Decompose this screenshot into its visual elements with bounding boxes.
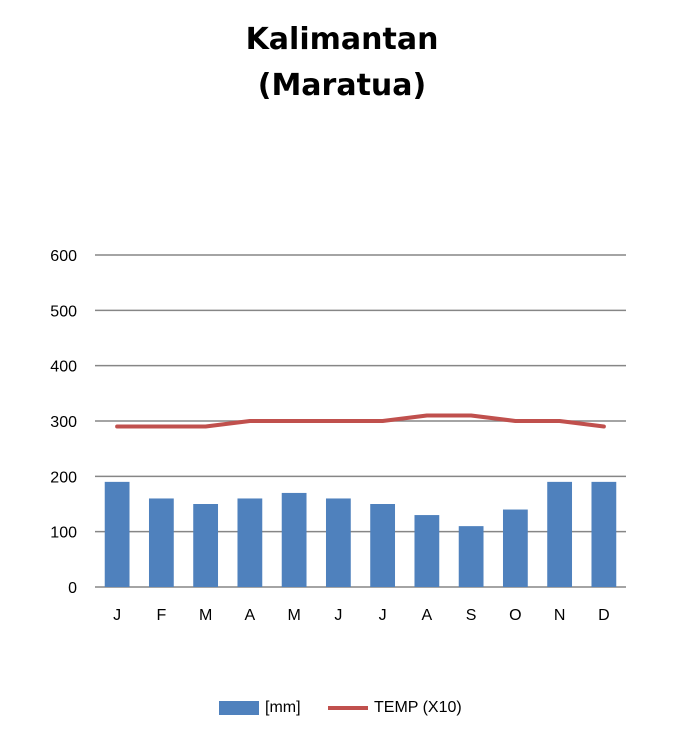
x-tick-label-3: A (245, 607, 256, 624)
legend-label-line: TEMP (X10) (374, 699, 462, 716)
bar-3 (237, 498, 263, 587)
bar-10 (547, 481, 573, 587)
chart-title-line-1: Kalimantan (245, 22, 439, 57)
legend-item-bar: [mm] (219, 694, 301, 722)
x-tick-label-0: J (113, 607, 121, 624)
x-tick-label-11: D (598, 607, 610, 624)
bar-11 (591, 481, 617, 587)
x-tick-label-10: N (554, 607, 566, 624)
bar-6 (370, 504, 396, 587)
y-tick-label-600: 600 (50, 248, 77, 265)
bar-2 (193, 504, 219, 587)
legend-line-swatch (328, 706, 368, 710)
bar-7 (414, 515, 440, 587)
x-tick-label-6: J (379, 607, 387, 624)
legend: [mm] TEMP (X10) (0, 694, 684, 722)
y-tick-label-100: 100 (50, 525, 77, 542)
x-tick-label-4: M (287, 607, 300, 624)
x-tick-label-9: O (509, 607, 521, 624)
bar-4 (281, 492, 307, 587)
legend-bar-swatch (219, 701, 259, 715)
y-axis-ticks: 0 100 200 300 400 500 600 (50, 248, 77, 597)
y-tick-label-400: 400 (50, 359, 77, 376)
x-tick-label-8: S (466, 607, 477, 624)
y-tick-label-200: 200 (50, 469, 77, 486)
bar-1 (148, 498, 174, 587)
temp-line (115, 413, 606, 429)
x-tick-label-1: F (156, 607, 166, 624)
bar-9 (502, 509, 528, 587)
bar-series (104, 481, 617, 587)
legend-label-bar: [mm] (265, 699, 301, 716)
x-tick-label-2: M (199, 607, 212, 624)
bar-0 (104, 481, 130, 587)
bar-8 (458, 526, 484, 587)
line-series (115, 413, 606, 429)
legend-item-line: TEMP (X10) (328, 694, 462, 722)
y-tick-label-500: 500 (50, 303, 77, 320)
y-tick-label-300: 300 (50, 414, 77, 431)
x-tick-label-7: A (422, 607, 433, 624)
chart-title-line-2: (Maratua) (257, 68, 427, 103)
y-tick-label-0: 0 (68, 580, 77, 597)
bar-5 (325, 498, 351, 587)
x-tick-label-5: J (334, 607, 342, 624)
